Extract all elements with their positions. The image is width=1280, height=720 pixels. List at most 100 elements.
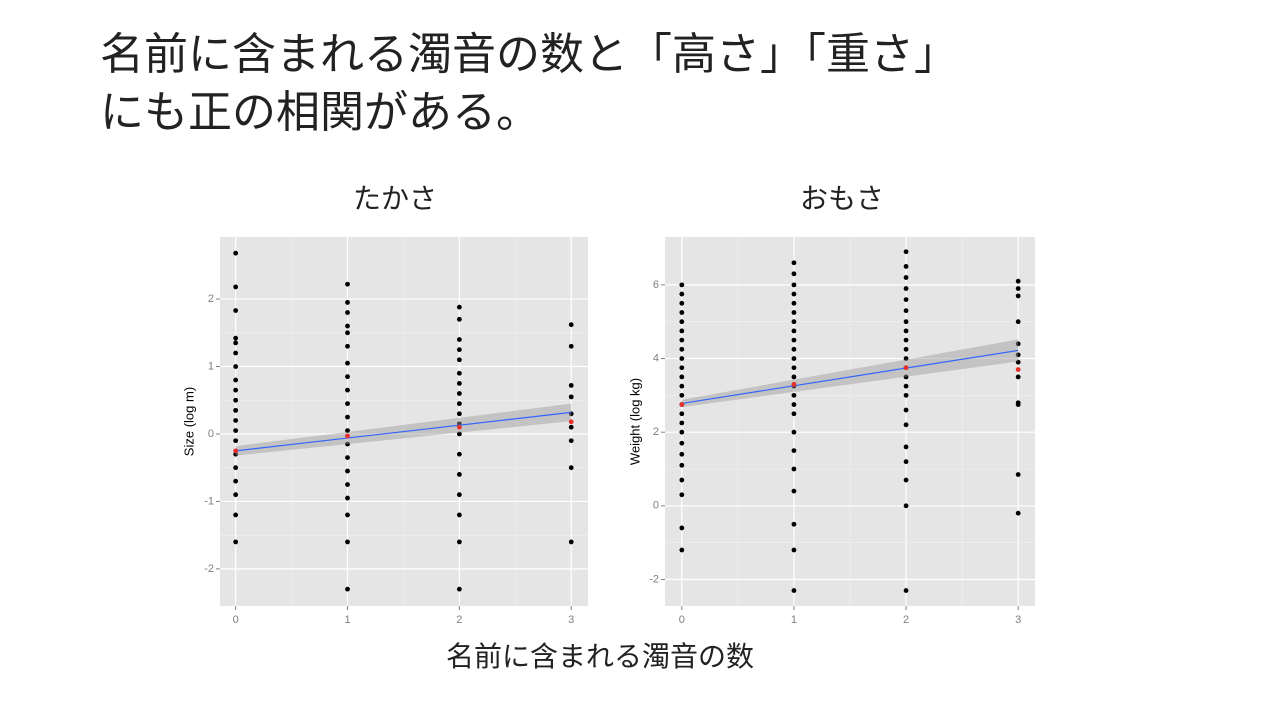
x-tick-label: 3 xyxy=(568,614,574,626)
point xyxy=(1015,510,1021,516)
point xyxy=(679,282,685,288)
point xyxy=(233,377,239,383)
point xyxy=(903,346,909,352)
point xyxy=(903,308,909,314)
point xyxy=(791,381,797,387)
x-tick-label: 3 xyxy=(1015,614,1021,626)
point xyxy=(791,392,797,398)
point xyxy=(345,281,350,287)
point xyxy=(679,310,685,315)
point xyxy=(679,356,685,361)
point xyxy=(903,407,909,413)
point xyxy=(679,337,685,343)
point xyxy=(456,337,462,342)
point xyxy=(345,310,350,315)
point xyxy=(903,286,909,291)
x-tick-label: 1 xyxy=(344,614,350,626)
point xyxy=(1015,352,1021,358)
point xyxy=(233,364,239,369)
point xyxy=(903,319,909,325)
point xyxy=(456,512,462,518)
point xyxy=(903,264,909,269)
point xyxy=(568,394,574,400)
point xyxy=(568,438,574,444)
point xyxy=(903,383,909,389)
x-axis-label: 名前に含まれる濁音の数 xyxy=(446,640,754,673)
point xyxy=(456,370,462,376)
point xyxy=(791,448,797,453)
point xyxy=(679,346,685,352)
point xyxy=(345,300,350,305)
point xyxy=(456,391,462,396)
point xyxy=(1015,286,1021,291)
point xyxy=(679,547,685,553)
point xyxy=(903,588,909,593)
chart-title: たかさ xyxy=(353,182,437,215)
point xyxy=(456,304,462,310)
point xyxy=(345,539,350,545)
point xyxy=(679,319,685,325)
y-tick-label: 6 xyxy=(653,279,659,291)
point xyxy=(456,586,462,592)
point xyxy=(233,284,239,290)
point xyxy=(456,316,462,322)
point xyxy=(345,387,350,393)
point xyxy=(1015,367,1021,372)
point xyxy=(456,431,462,437)
point xyxy=(679,402,685,407)
point xyxy=(679,462,685,468)
point xyxy=(679,392,685,398)
point xyxy=(903,374,909,380)
point xyxy=(233,387,239,393)
point xyxy=(233,335,239,341)
point xyxy=(345,428,350,434)
point xyxy=(568,424,574,430)
point xyxy=(791,300,797,306)
point xyxy=(1015,402,1021,407)
point xyxy=(903,459,909,465)
point xyxy=(791,429,797,435)
point xyxy=(233,438,239,444)
point xyxy=(568,539,574,545)
x-tick-label: 0 xyxy=(233,614,239,626)
point xyxy=(791,374,797,380)
point xyxy=(233,407,239,413)
point xyxy=(679,525,685,531)
point xyxy=(679,300,685,306)
point xyxy=(456,401,462,407)
point xyxy=(791,310,797,315)
point xyxy=(568,322,574,328)
point xyxy=(791,282,797,288)
point xyxy=(903,356,909,361)
point xyxy=(1015,293,1021,299)
point xyxy=(345,441,350,447)
point xyxy=(903,328,909,334)
point xyxy=(233,448,239,454)
y-tick-label: -1 xyxy=(204,495,214,507)
point xyxy=(679,492,685,498)
y-tick-label: 1 xyxy=(208,360,214,372)
point xyxy=(1015,341,1021,347)
y-tick-label: -2 xyxy=(649,573,659,585)
fit-line xyxy=(681,349,1019,405)
point xyxy=(1015,374,1021,380)
point xyxy=(1015,319,1021,325)
point xyxy=(345,433,350,439)
fit-line xyxy=(235,411,572,452)
point xyxy=(791,588,797,593)
point xyxy=(791,291,797,297)
point xyxy=(568,343,574,349)
point xyxy=(345,482,350,487)
point xyxy=(345,330,350,336)
y-axis-label: Size (log m) xyxy=(181,387,196,456)
point xyxy=(456,347,462,353)
point xyxy=(791,466,797,472)
point xyxy=(456,357,462,363)
point xyxy=(456,472,462,477)
point xyxy=(233,308,239,313)
x-tick-label: 2 xyxy=(456,614,462,626)
point xyxy=(233,350,239,356)
point xyxy=(233,465,239,471)
point xyxy=(791,547,797,553)
point xyxy=(233,539,239,545)
